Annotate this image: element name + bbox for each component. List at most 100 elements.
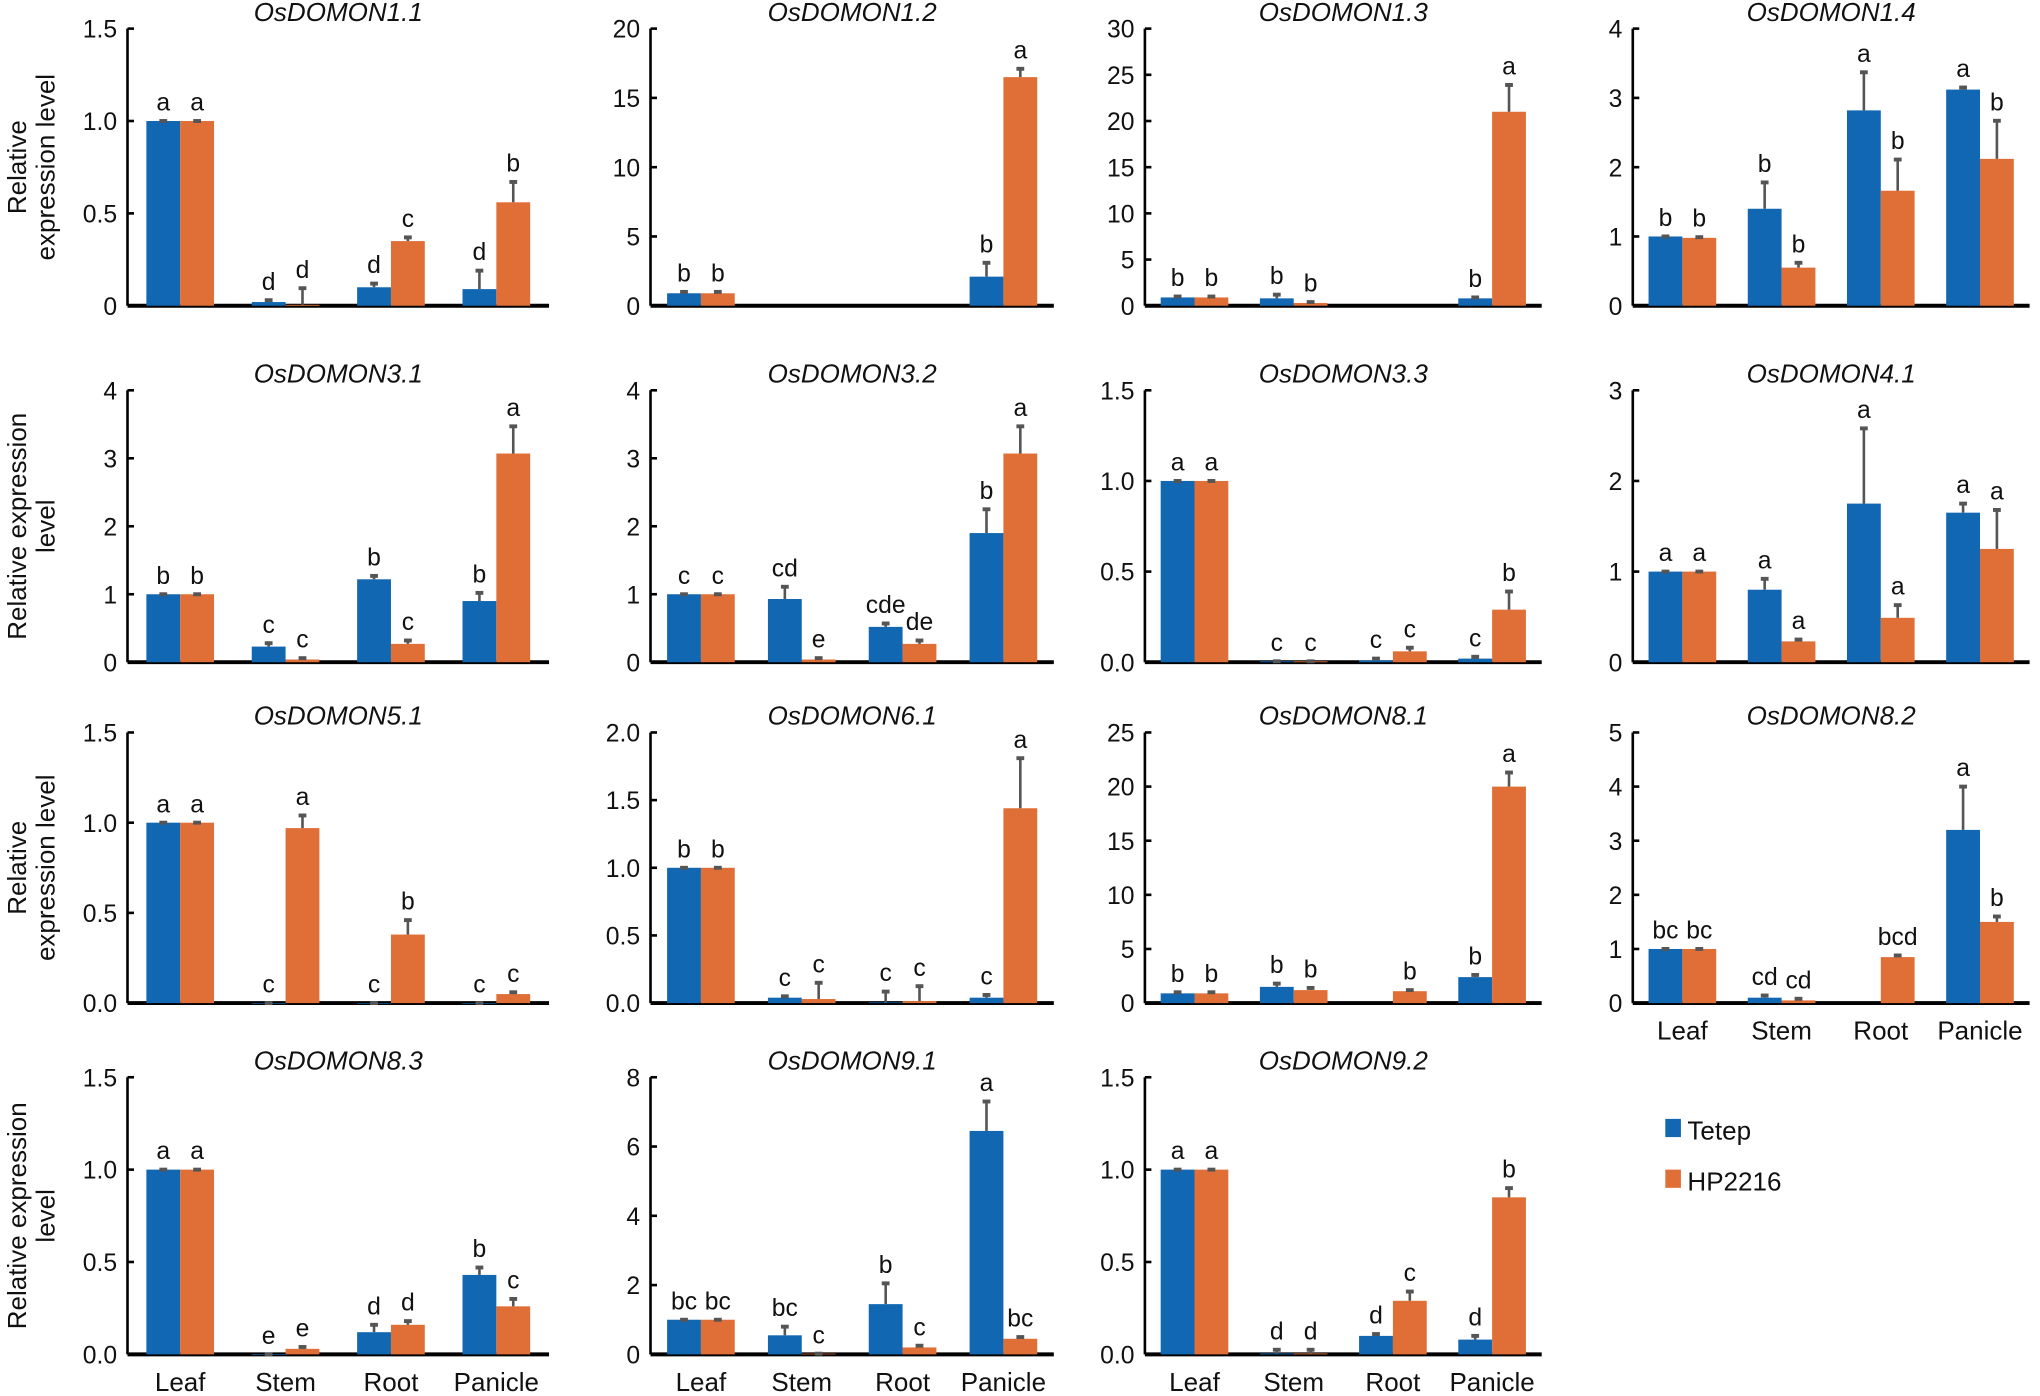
bar-tetep-leaf xyxy=(1648,236,1683,306)
bar-hp-leaf xyxy=(700,293,735,306)
significance-letter: a xyxy=(1659,540,1673,567)
legend-swatch-hp2216 xyxy=(1665,1169,1681,1188)
bar-tetep-stem xyxy=(251,646,286,663)
significance-letter: a xyxy=(1013,37,1027,64)
significance-letter: e xyxy=(296,1316,310,1343)
significance-letter: c xyxy=(402,609,414,636)
x-tick-label: Panicle xyxy=(1449,1367,1534,1396)
y-axis-label: Relative expression xyxy=(2,413,32,640)
y-tick-label: 5 xyxy=(1121,937,1135,964)
significance-letter: c xyxy=(402,206,414,233)
bar-tetep-root xyxy=(868,626,903,663)
bar-hp-panicle xyxy=(1979,921,2014,1004)
significance-letter: d xyxy=(1270,1318,1284,1345)
y-tick-label: 2 xyxy=(1609,883,1623,910)
significance-letter: c xyxy=(980,964,992,991)
significance-letter: c xyxy=(1404,616,1416,643)
y-tick-label: 1.0 xyxy=(1100,1158,1134,1185)
y-axis-label: Relative xyxy=(2,821,32,915)
significance-letter: c xyxy=(1271,630,1283,657)
significance-letter: a xyxy=(156,90,170,117)
significance-letter: a xyxy=(1502,741,1516,768)
panel-title: OsDOMON1.3 xyxy=(1259,0,1429,27)
bar-hp-panicle xyxy=(496,1306,531,1355)
significance-letter: c xyxy=(913,955,925,982)
y-tick-label: 0.0 xyxy=(1100,650,1134,677)
significance-letter: b xyxy=(1468,944,1482,971)
significance-letter: a xyxy=(1205,1138,1219,1165)
bar-tetep-panicle xyxy=(1458,1339,1493,1355)
bar-hp-root xyxy=(1392,1300,1427,1355)
y-tick-label: 1.0 xyxy=(83,1158,117,1185)
y-tick-label: 4 xyxy=(1609,775,1623,802)
bar-tetep-panicle xyxy=(969,276,1004,306)
y-tick-label: 0 xyxy=(1609,991,1623,1018)
panel-osdomon5-1: OsDOMON5.1 0.0 0.5 1.0 1.5 Relativeexpression… xyxy=(2,701,550,1018)
significance-letter: d xyxy=(401,1290,415,1317)
y-tick-label: 0.5 xyxy=(606,924,640,951)
y-tick-label: 0.5 xyxy=(1100,1250,1134,1277)
bar-hp-leaf xyxy=(1194,297,1229,306)
x-tick-label: Root xyxy=(875,1367,931,1396)
bar-tetep-leaf xyxy=(1648,571,1683,663)
y-tick-label: 1.5 xyxy=(83,1065,117,1092)
y-axis-label: expression level xyxy=(31,74,61,261)
significance-letter: c xyxy=(812,951,824,978)
y-tick-label: 1 xyxy=(1609,937,1623,964)
y-tick-label: 10 xyxy=(1107,883,1134,910)
bar-tetep-root xyxy=(357,1332,391,1355)
bar-hp-panicle xyxy=(496,453,531,663)
bar-tetep-leaf xyxy=(667,1319,701,1355)
significance-letter: c xyxy=(678,563,690,590)
significance-letter: bc xyxy=(671,1288,697,1315)
bar-hp-root xyxy=(1392,991,1427,1004)
bar-tetep-stem xyxy=(1259,298,1294,306)
bar-tetep-leaf xyxy=(667,867,701,1004)
bar-tetep-panicle xyxy=(462,289,497,306)
bar-hp-root xyxy=(1880,957,1915,1004)
significance-letter: b xyxy=(980,478,994,505)
significance-letter: a xyxy=(156,791,170,818)
significance-letter: b xyxy=(1205,265,1219,292)
significance-letter: c xyxy=(368,972,380,999)
bar-hp-panicle xyxy=(1979,548,2014,663)
y-tick-label: 3 xyxy=(103,446,117,473)
y-tick-label: 4 xyxy=(626,1204,640,1231)
panel-title: OsDOMON5.1 xyxy=(254,701,423,731)
y-tick-label: 1.0 xyxy=(83,109,117,136)
bar-hp-root xyxy=(1392,651,1427,663)
y-tick-label: 15 xyxy=(613,86,640,113)
bar-hp-leaf xyxy=(180,1169,215,1355)
y-tick-label: 0.0 xyxy=(83,1342,117,1369)
significance-letter: b xyxy=(367,544,381,571)
significance-letter: bcd xyxy=(1878,924,1918,951)
significance-letter: b xyxy=(879,1252,893,1279)
significance-letter: c xyxy=(712,563,724,590)
bar-tetep-stem xyxy=(1747,589,1782,663)
significance-letter: b xyxy=(1990,89,2004,116)
bar-tetep-root xyxy=(868,1002,903,1004)
x-tick-label: Root xyxy=(363,1367,419,1396)
significance-letter: c xyxy=(507,961,519,988)
significance-letter: a xyxy=(156,1138,170,1165)
y-tick-label: 0 xyxy=(103,294,117,321)
significance-letter: b xyxy=(1758,151,1772,178)
significance-letter: a xyxy=(1792,608,1806,635)
y-tick-label: 1.5 xyxy=(606,788,640,815)
significance-letter: a xyxy=(1013,395,1027,422)
bar-hp-panicle xyxy=(1979,158,2014,306)
panel-title: OsDOMON8.1 xyxy=(1259,701,1428,731)
y-tick-label: 0 xyxy=(103,650,117,677)
significance-letter: a xyxy=(1857,41,1871,68)
x-tick-label: Leaf xyxy=(676,1367,727,1396)
bar-tetep-stem xyxy=(767,599,802,663)
significance-letter: bc xyxy=(1652,918,1678,945)
significance-letter: b xyxy=(1304,957,1318,984)
bar-hp-root xyxy=(902,1001,937,1004)
bar-hp-stem xyxy=(1293,302,1328,306)
panel-osdomon3-3: OsDOMON3.30.00.51.01.5a ac c c c cb xyxy=(1100,359,1542,677)
significance-letter: c xyxy=(507,1268,519,1295)
